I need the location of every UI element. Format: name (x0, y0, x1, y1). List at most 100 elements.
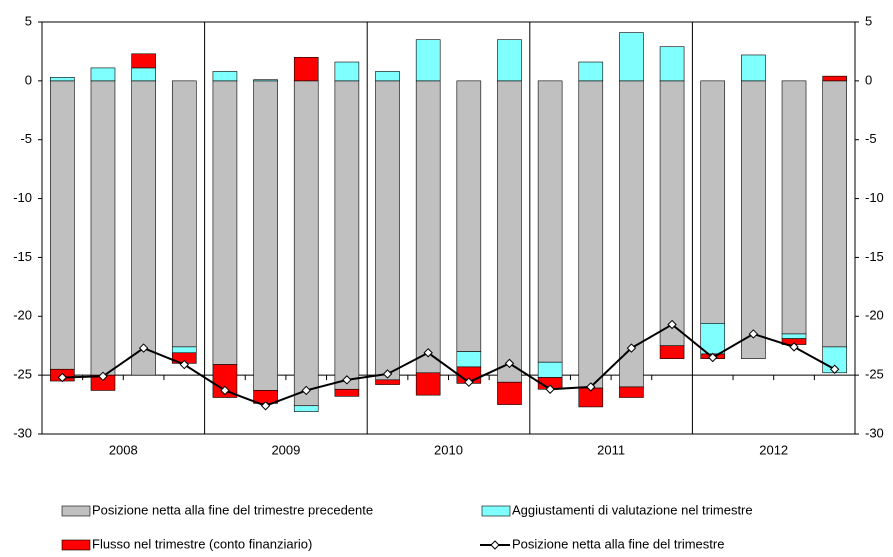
legend-label: Posizione netta alla fine del trimestre (512, 536, 724, 551)
line-marker (98, 371, 108, 382)
y2-tick-label: -30 (865, 425, 884, 440)
legend-marker (490, 540, 500, 550)
line-marker (342, 375, 352, 385)
bar-segment (50, 77, 75, 82)
line-marker (829, 364, 840, 374)
bar-segment (659, 345, 685, 359)
legend-label: Flusso nel trimestre (conto finanziario) (92, 536, 312, 551)
line-marker (260, 401, 271, 411)
y2-tick-label: 0 (865, 72, 872, 87)
bar-segment (90, 80, 116, 376)
legend-label: Aggiustamenti di valutazione nel trimest… (512, 502, 753, 517)
bar-segment (741, 80, 766, 359)
line-marker (667, 319, 677, 330)
bar-segment (131, 53, 156, 69)
plot-frame (41, 21, 856, 435)
line-marker (382, 369, 393, 379)
bar-segment (375, 80, 400, 381)
line-marker (220, 385, 230, 396)
legend-label: Posizione netta alla fine del trimestre … (92, 502, 373, 517)
bar-segment (578, 80, 604, 389)
line (62, 323, 836, 407)
bar-segment (334, 61, 360, 82)
bar-segment (781, 80, 807, 335)
bar-segment (334, 388, 360, 397)
bar-segment (497, 80, 522, 383)
bar-segment (619, 32, 644, 82)
line-marker (57, 372, 68, 383)
y-tick-label: 0 (25, 72, 32, 87)
line-marker (464, 377, 474, 387)
line-marker (789, 342, 799, 352)
bar-segment (293, 80, 319, 407)
year-label: 2008 (109, 442, 138, 457)
bar-segment (822, 80, 847, 348)
bar-segment (212, 80, 238, 365)
line-marker (545, 384, 555, 394)
y-tick-label: -30 (13, 425, 32, 440)
bar-segment (822, 75, 847, 82)
bar-segment (171, 346, 197, 354)
bar-segment (456, 351, 482, 368)
line-marker (138, 343, 149, 353)
bar-segment (578, 61, 604, 82)
bar-segment (659, 46, 685, 82)
line-marker (301, 385, 311, 396)
bar-segment (212, 71, 238, 82)
y-tick-label: -10 (13, 190, 32, 205)
year-label: 2011 (597, 442, 625, 457)
y2-tick-label: -10 (865, 190, 884, 205)
line-marker (423, 348, 433, 358)
bar-segment (619, 80, 644, 388)
legend-swatch (61, 539, 91, 551)
bar-segment (700, 323, 726, 355)
bar-segment (619, 386, 644, 398)
bar-segment (497, 381, 522, 405)
bar-segment (131, 67, 156, 82)
year-label: 2009 (271, 442, 300, 457)
bar-segment (537, 80, 563, 363)
bar-segment (293, 405, 319, 412)
y2-tick-label: 5 (865, 13, 872, 28)
legend-swatch (61, 505, 91, 517)
y-tick-label: 5 (25, 13, 32, 28)
bar-segment (537, 361, 563, 378)
bar-segment (334, 80, 360, 390)
bar-segment (415, 372, 441, 396)
year-label: 2010 (434, 442, 463, 457)
bar-segment (50, 80, 75, 370)
bar-segment (415, 80, 441, 374)
bar-segment (456, 80, 482, 352)
bar-segment (90, 67, 116, 82)
bar-segment (375, 71, 400, 82)
y2-tick-label: -5 (865, 131, 877, 146)
y2-tick-label: -25 (865, 367, 884, 382)
bar-segment (700, 80, 726, 324)
line-marker (586, 382, 596, 392)
legend-swatch (481, 505, 511, 517)
y-tick-label: -25 (13, 367, 32, 382)
bar-segment (781, 333, 807, 339)
y-tick-label: -5 (20, 131, 32, 146)
y-tick-label: -20 (13, 308, 32, 323)
line-marker (179, 359, 189, 370)
bar-segment (741, 54, 766, 82)
y2-tick-label: -15 (865, 249, 884, 264)
bar-segment (497, 39, 522, 82)
bar-segment (253, 80, 278, 391)
line-marker (626, 343, 637, 353)
bar-segment (253, 79, 278, 82)
bar-segment (659, 80, 685, 347)
bar-segment (293, 57, 319, 82)
bar-segment (171, 80, 197, 348)
bar-segment (131, 80, 156, 376)
y-tick-label: -15 (13, 249, 32, 264)
y2-tick-label: -20 (865, 308, 884, 323)
line-marker (504, 358, 515, 369)
bar-segment (375, 379, 400, 385)
line-marker (748, 329, 759, 339)
line-marker (708, 352, 718, 363)
year-label: 2012 (759, 442, 788, 457)
bar-segment (415, 39, 441, 82)
